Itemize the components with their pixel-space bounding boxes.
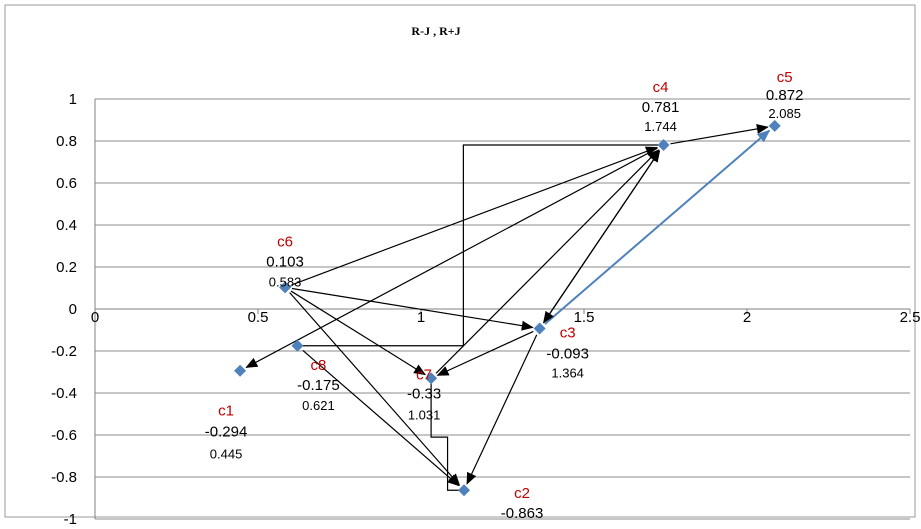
point-label-name: c1 <box>218 403 234 420</box>
x-tick-label: 1.5 <box>574 309 595 326</box>
y-tick-label: 0.4 <box>56 217 77 234</box>
point-label-value: 0.781 <box>642 99 680 116</box>
point-c2 <box>458 484 471 497</box>
y-tick-label: -0.8 <box>51 469 77 486</box>
connector-line <box>430 378 465 491</box>
arrow-c3-c2 <box>466 334 538 485</box>
point-label-value: 1.031 <box>408 407 441 422</box>
point-label-value: 0.872 <box>766 87 804 104</box>
point-label-name: c2 <box>514 485 530 502</box>
arrow-c7-c4 <box>435 149 660 374</box>
y-tick-label: -0.6 <box>51 427 77 444</box>
point-label-name: c8 <box>311 357 327 374</box>
point-label-value: -0.33 <box>407 385 441 402</box>
x-tick-label: 1 <box>417 309 425 326</box>
point-label-name: c6 <box>277 233 293 250</box>
point-c6 <box>279 281 292 294</box>
y-tick-label: -0.4 <box>51 385 77 402</box>
arrow-c4-c5 <box>670 124 769 145</box>
arrow-c6-c2 <box>289 292 461 486</box>
point-label-value: 0.103 <box>266 253 304 270</box>
arrow-c8-c2 <box>302 349 460 487</box>
arrow-c6-c4 <box>291 146 658 286</box>
arrow-c4-c3 <box>543 150 661 324</box>
point-c4 <box>657 138 670 151</box>
arrow-c6-c3 <box>291 287 534 331</box>
point-label-value: 2.085 <box>768 106 801 121</box>
point-label-value: -0.175 <box>297 377 340 394</box>
arrow-c3-c7 <box>436 330 534 376</box>
point-label-value: -0.093 <box>546 346 589 363</box>
arrow-c4-c1 <box>245 147 658 368</box>
x-tick-label: 2 <box>743 309 751 326</box>
y-tick-label: 0.6 <box>56 175 77 192</box>
x-tick-label: 0.5 <box>248 309 269 326</box>
point-label-name: c3 <box>560 325 576 342</box>
y-tick-label: 1 <box>69 91 77 108</box>
point-label-name: c4 <box>653 79 669 96</box>
connector-line <box>297 144 664 347</box>
point-label-value: 0.621 <box>302 398 335 413</box>
point-c3 <box>533 322 546 335</box>
point-label-name: c5 <box>777 69 793 86</box>
arrow-c6-c7 <box>290 290 427 376</box>
chart-title: R-J , R+J <box>411 24 460 38</box>
y-tick-label: -0.2 <box>51 343 77 360</box>
x-tick-label: 0 <box>91 309 99 326</box>
point-c8 <box>291 339 304 352</box>
point-label-value: 0.445 <box>210 447 243 462</box>
point-label-value: -0.294 <box>205 424 248 441</box>
y-tick-label: 0.8 <box>56 133 77 150</box>
x-tick-label: 2.5 <box>900 309 921 326</box>
point-label-value: 1.744 <box>644 119 677 134</box>
point-label-value: 0.583 <box>269 274 302 289</box>
y-tick-label: 0 <box>69 301 77 318</box>
point-c5 <box>768 119 781 132</box>
arrow-c3-c5 <box>544 129 771 325</box>
point-label-value: 1.364 <box>551 366 584 381</box>
y-tick-label: -1 <box>64 511 77 524</box>
point-label-value: -0.863 <box>501 505 544 522</box>
y-tick-label: 0.2 <box>56 259 77 276</box>
point-c1 <box>234 364 247 377</box>
point-label-name: c7 <box>416 366 432 383</box>
chart-border <box>4 4 916 518</box>
point-c7 <box>425 372 438 385</box>
